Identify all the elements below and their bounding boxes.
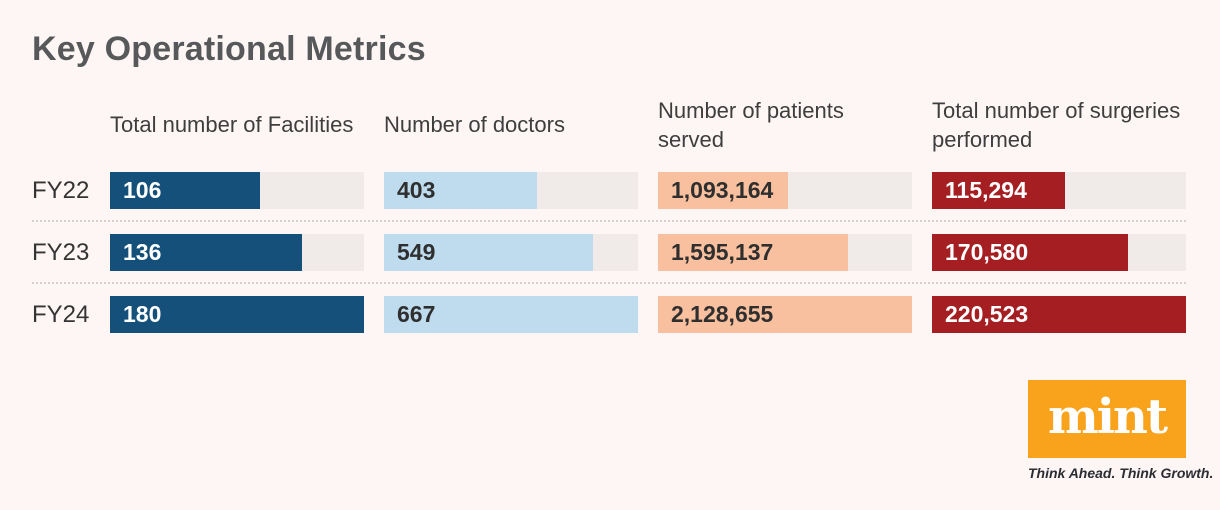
mint-wordmark: mint — [1047, 389, 1168, 445]
bar-track: 136 — [110, 234, 364, 271]
header-surgeries: Total number of surgeries performed — [932, 97, 1181, 152]
row-separator — [32, 282, 1186, 284]
bar-fy24-col-2: 2,128,655 — [658, 296, 912, 333]
bar-value: 2,128,655 — [671, 301, 774, 327]
bar-value: 549 — [397, 239, 436, 265]
bar-fy22-col-2: 1,093,164 — [658, 172, 789, 209]
header-doctors: Number of doctors — [384, 112, 565, 138]
bar-track: 403 — [384, 172, 638, 209]
bar-value: 403 — [397, 177, 436, 203]
bar-track: 1,093,164 — [658, 172, 912, 209]
bar-track: 220,523 — [932, 296, 1186, 333]
page-title: Key Operational Metrics — [32, 30, 426, 68]
bar-track: 106 — [110, 172, 364, 209]
bar-value: 136 — [123, 239, 162, 265]
bar-value: 1,595,137 — [671, 239, 774, 265]
bar-fy22-col-3: 115,294 — [932, 172, 1065, 209]
bar-value: 1,093,164 — [671, 177, 774, 203]
bar-value: 170,580 — [945, 239, 1029, 265]
bar-track: 2,128,655 — [658, 296, 912, 333]
bar-value: 220,523 — [945, 301, 1029, 327]
bar-fy24-col-0: 180 — [110, 296, 364, 333]
bar-fy23-col-2: 1,595,137 — [658, 234, 849, 271]
mint-logo-box: mint — [1028, 380, 1186, 458]
bar-track: 180 — [110, 296, 364, 333]
table-row: FY22 106 403 1,093,164 115,294 — [32, 172, 1186, 209]
bar-value: 106 — [123, 177, 162, 203]
table-row: FY24 180 667 2,128,655 220,523 — [32, 296, 1186, 333]
bar-track: 1,595,137 — [658, 234, 912, 271]
bar-fy24-col-1: 667 — [384, 296, 638, 333]
bar-track: 549 — [384, 234, 638, 271]
bar-fy22-col-1: 403 — [384, 172, 538, 209]
header-patients: Number of patients served — [658, 97, 844, 152]
bar-value: 180 — [123, 301, 162, 327]
bar-fy23-col-0: 136 — [110, 234, 302, 271]
bar-fy23-col-3: 170,580 — [932, 234, 1129, 271]
bar-fy23-col-1: 549 — [384, 234, 594, 271]
metrics-table: FY22 106 403 1,093,164 115,294 FY23 136 549 1,59… — [32, 172, 1186, 333]
row-separator — [32, 220, 1186, 222]
row-label-fy22: FY22 — [32, 176, 90, 204]
table-row: FY23 136 549 1,595,137 170,580 — [32, 234, 1186, 271]
bar-fy24-col-3: 220,523 — [932, 296, 1186, 333]
row-label-fy24: FY24 — [32, 300, 90, 328]
header-facilities: Total number of Facilities — [110, 112, 354, 138]
bar-track: 115,294 — [932, 172, 1186, 209]
column-headers: Total number of Facilities Number of doc… — [32, 93, 1186, 157]
bar-track: 170,580 — [932, 234, 1186, 271]
bar-track: 667 — [384, 296, 638, 333]
row-label-fy23: FY23 — [32, 238, 90, 266]
mint-logo: mint Think Ahead. Think Growth. — [1028, 380, 1214, 481]
bar-value: 667 — [397, 301, 436, 327]
bar-fy22-col-0: 106 — [110, 172, 260, 209]
mint-tagline: Think Ahead. Think Growth. — [1028, 465, 1214, 481]
bar-value: 115,294 — [945, 177, 1027, 203]
